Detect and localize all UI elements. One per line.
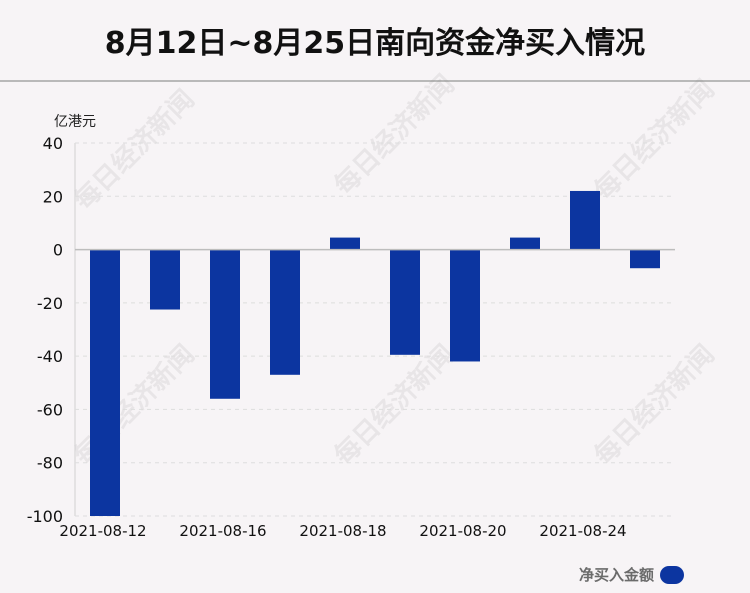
bar xyxy=(450,249,480,362)
y-axis-unit-label: 亿港元 xyxy=(54,114,96,130)
title-divider xyxy=(0,80,750,82)
x-tick-label: 2021-08-24 xyxy=(539,522,626,540)
bar xyxy=(570,190,600,250)
y-tick-label: -100 xyxy=(27,507,63,526)
bar xyxy=(150,249,180,310)
bar xyxy=(390,249,420,355)
legend: 净买入金额 xyxy=(579,564,684,585)
x-tick-label: 2021-08-18 xyxy=(299,522,386,540)
chart-title: 8月12日~8月25日南向资金净买入情况 xyxy=(104,26,646,61)
y-tick-label: 0 xyxy=(53,241,63,260)
y-tick-label: -80 xyxy=(37,454,63,473)
bar xyxy=(90,249,120,517)
y-tick-label: 40 xyxy=(43,134,63,153)
x-tick-label: 2021-08-12 xyxy=(59,522,146,540)
y-tick-label: -20 xyxy=(37,294,63,313)
bar xyxy=(330,237,360,250)
x-tick-label: 2021-08-16 xyxy=(179,522,266,540)
bar xyxy=(510,237,540,250)
bar xyxy=(210,249,240,399)
y-tick-label: 20 xyxy=(43,187,63,206)
y-tick-label: -40 xyxy=(37,347,63,366)
legend-swatch xyxy=(660,565,684,584)
y-tick-label: -60 xyxy=(37,400,63,419)
legend-label: 净买入金额 xyxy=(578,566,654,584)
x-tick-label: 2021-08-20 xyxy=(419,522,506,540)
bar xyxy=(630,249,660,269)
bar xyxy=(270,249,300,375)
